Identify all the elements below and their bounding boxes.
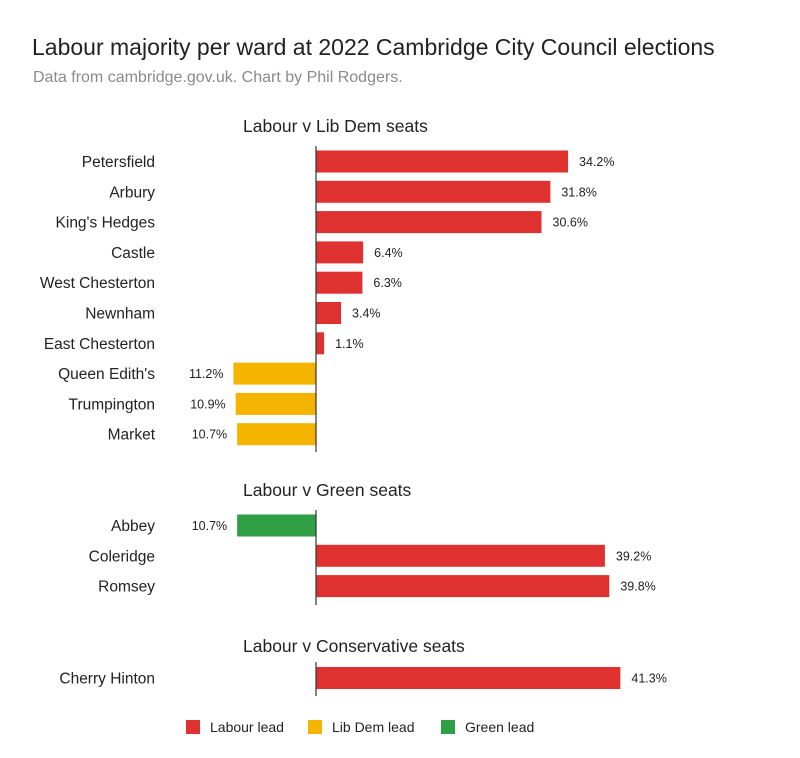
chart-title: Labour majority per ward at 2022 Cambrid…	[32, 34, 715, 60]
bar	[237, 514, 316, 537]
ward-label: East Chesterton	[44, 336, 155, 353]
data-label: 6.3%	[373, 276, 402, 290]
ward-label: Market	[108, 427, 156, 444]
legend-label: Lib Dem lead	[332, 719, 415, 735]
bar	[316, 180, 551, 203]
legend-swatch	[186, 720, 200, 734]
ward-label: Castle	[111, 245, 155, 262]
ward-label: Abbey	[111, 518, 155, 535]
bar	[316, 302, 342, 324]
legend-label: Green lead	[465, 719, 534, 735]
data-label: 3.4%	[352, 307, 381, 321]
bar	[316, 271, 363, 294]
data-label: 39.8%	[620, 580, 655, 594]
bar	[316, 332, 325, 355]
ward-label: Petersfield	[82, 154, 155, 171]
chart-subtitle: Data from cambridge.gov.uk. Chart by Phi…	[33, 69, 403, 86]
data-label: 30.6%	[553, 216, 588, 230]
data-label: 39.2%	[616, 549, 651, 563]
bar	[316, 544, 605, 567]
bar	[316, 575, 610, 598]
data-label: 31.8%	[561, 185, 596, 199]
group-title: Labour v Conservative seats	[243, 636, 465, 656]
data-label: 6.4%	[374, 246, 403, 260]
bar	[316, 667, 621, 689]
ward-label: Romsey	[98, 579, 155, 596]
ward-label: Cherry Hinton	[59, 671, 155, 688]
ward-label: Newnham	[85, 306, 155, 323]
bar	[233, 362, 316, 385]
group-title: Labour v Lib Dem seats	[243, 116, 428, 136]
legend-swatch	[441, 720, 455, 734]
bar	[316, 241, 364, 264]
ward-label: West Chesterton	[40, 275, 155, 292]
legend-swatch	[308, 720, 322, 734]
legend-label: Labour lead	[210, 719, 284, 735]
bar	[316, 150, 569, 173]
data-label: 10.9%	[190, 397, 225, 411]
ward-label: King's Hedges	[56, 215, 156, 232]
ward-label: Arbury	[109, 184, 155, 201]
data-label: 41.3%	[631, 672, 666, 686]
ward-label: Trumpington	[69, 396, 155, 413]
group-title: Labour v Green seats	[243, 480, 412, 500]
ward-label: Coleridge	[89, 548, 155, 565]
data-label: 10.7%	[192, 519, 227, 533]
data-label: 34.2%	[579, 155, 614, 169]
data-label: 10.7%	[192, 428, 227, 442]
bar	[235, 392, 316, 415]
ward-label: Queen Edith's	[58, 366, 155, 383]
bar	[237, 423, 316, 446]
data-label: 1.1%	[335, 337, 364, 351]
data-label: 11.2%	[189, 367, 224, 381]
bar	[316, 211, 542, 234]
